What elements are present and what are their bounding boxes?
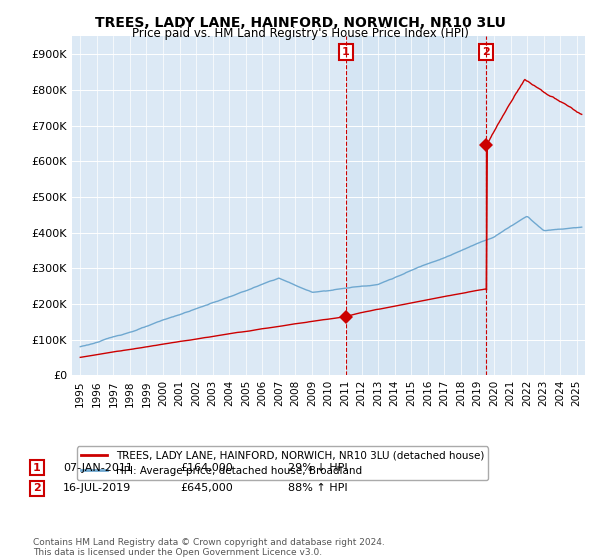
Text: £645,000: £645,000 [180,483,233,493]
Text: 1: 1 [341,46,349,57]
Text: £164,000: £164,000 [180,463,233,473]
Text: TREES, LADY LANE, HAINFORD, NORWICH, NR10 3LU: TREES, LADY LANE, HAINFORD, NORWICH, NR1… [95,16,505,30]
Text: 29% ↓ HPI: 29% ↓ HPI [288,463,347,473]
Text: 2: 2 [33,483,41,493]
Text: 1: 1 [33,463,41,473]
Text: 16-JUL-2019: 16-JUL-2019 [63,483,131,493]
Legend: TREES, LADY LANE, HAINFORD, NORWICH, NR10 3LU (detached house), HPI: Average pri: TREES, LADY LANE, HAINFORD, NORWICH, NR1… [77,446,488,480]
Bar [346,36,487,375]
Text: Price paid vs. HM Land Registry's House Price Index (HPI): Price paid vs. HM Land Registry's House … [131,27,469,40]
Text: Contains HM Land Registry data © Crown copyright and database right 2024.
This d: Contains HM Land Registry data © Crown c… [33,538,385,557]
Text: 88% ↑ HPI: 88% ↑ HPI [288,483,347,493]
Text: 07-JAN-2011: 07-JAN-2011 [63,463,133,473]
Text: 2: 2 [482,46,490,57]
